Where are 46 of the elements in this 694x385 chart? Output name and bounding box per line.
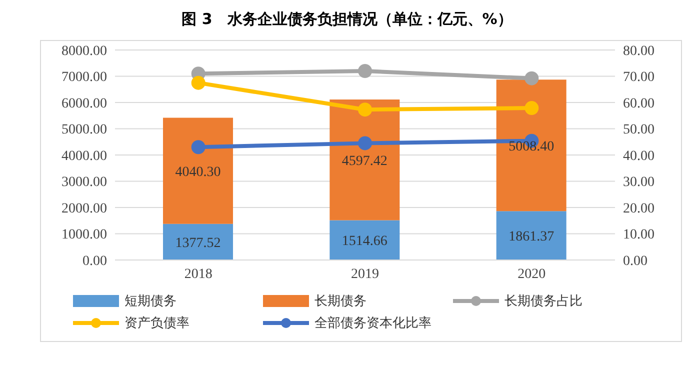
legend-label: 长期债务 [314, 293, 366, 310]
data-label: 4040.30 [175, 164, 221, 180]
bar [496, 80, 566, 212]
y2-tick-label: 10.00 [623, 228, 654, 243]
y-tick-label: 1000.00 [62, 228, 107, 243]
y-tick-label: 0.00 [82, 254, 107, 269]
x-tick-label: 2019 [351, 266, 379, 282]
chart-title: 图 3 水务企业债务负担情况（单位：亿元、%） [180, 9, 514, 30]
y2-tick-label: 60.00 [623, 96, 654, 112]
y2-tick-label: 80.00 [623, 44, 654, 59]
bar [330, 220, 400, 260]
legend-label: 短期债务 [124, 293, 176, 310]
point [524, 71, 539, 86]
point [358, 64, 372, 78]
y-tick-label: 5000.00 [62, 122, 107, 138]
y-tick-label: 3000.00 [62, 175, 107, 190]
point [191, 140, 206, 154]
data-label: 5008.40 [508, 139, 554, 154]
y-tick-label: 7000.00 [62, 70, 107, 86]
y-tick-label: 2000.00 [62, 201, 107, 216]
y2-tick-label: 30.00 [623, 175, 654, 190]
legend-label: 长期债务占比 [504, 293, 582, 310]
point [191, 76, 206, 90]
legend-label: 资产负债率 [124, 315, 190, 332]
bar [330, 100, 400, 220]
data-label: 4597.42 [342, 154, 388, 169]
data-label: 1377.52 [175, 236, 221, 251]
y2-tick-label: 40.00 [623, 148, 654, 164]
point [358, 136, 372, 150]
x-tick-label: 2018 [184, 266, 212, 282]
y2-tick-label: 20.00 [623, 201, 654, 216]
point [358, 102, 372, 117]
bar [163, 224, 233, 260]
data-label: 1861.37 [508, 230, 554, 245]
y-tick-label: 8000.00 [62, 44, 107, 59]
bar [163, 118, 233, 224]
legend-label: 全部债务资本化比率 [314, 315, 432, 332]
y2-tick-label: 50.00 [623, 122, 654, 138]
y-tick-label: 4000.00 [62, 148, 107, 164]
y-tick-label: 6000.00 [62, 96, 107, 112]
y2-tick-label: 0.00 [623, 254, 648, 269]
x-tick-label: 2020 [518, 266, 546, 282]
data-label: 1514.66 [342, 234, 388, 250]
bar [496, 211, 566, 260]
point [524, 101, 539, 116]
y2-tick-label: 70.00 [623, 70, 654, 86]
